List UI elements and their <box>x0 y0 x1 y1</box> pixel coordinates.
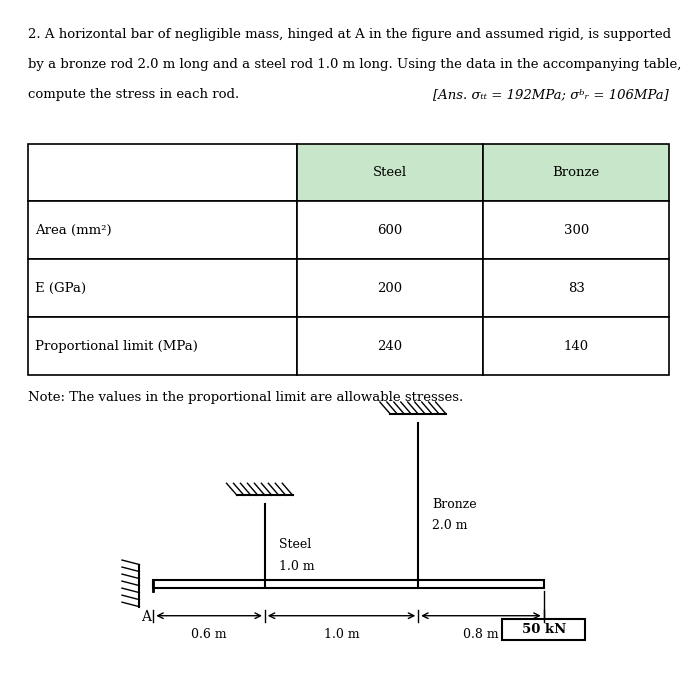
Bar <box>483 202 669 260</box>
Text: 2. A horizontal bar of negligible mass, hinged at A in the figure and assumed ri: 2. A horizontal bar of negligible mass, … <box>28 28 671 41</box>
Bar <box>297 259 483 317</box>
Text: 240: 240 <box>378 340 403 353</box>
Text: 200: 200 <box>378 282 403 295</box>
Bar <box>483 317 669 375</box>
Text: A: A <box>141 610 151 624</box>
Text: 0.8 m: 0.8 m <box>463 628 499 640</box>
Text: 50 kN: 50 kN <box>521 623 566 636</box>
Bar <box>483 144 669 202</box>
Bar <box>502 619 585 640</box>
Text: Bronze: Bronze <box>432 498 477 511</box>
Bar <box>297 144 483 202</box>
Bar <box>297 317 483 375</box>
Bar <box>483 259 669 317</box>
Text: 300: 300 <box>563 224 589 237</box>
Bar <box>28 144 297 202</box>
Text: compute the stress in each rod.: compute the stress in each rod. <box>28 88 239 101</box>
Bar <box>28 259 297 317</box>
Text: [Ans. σₜₜ = 192MPa; σᵇᵣ = 106MPa]: [Ans. σₜₜ = 192MPa; σᵇᵣ = 106MPa] <box>434 88 669 101</box>
Text: 1.0 m: 1.0 m <box>323 628 360 640</box>
Text: Area (mm²): Area (mm²) <box>35 224 112 237</box>
Text: Note: The values in the proportional limit are allowable stresses.: Note: The values in the proportional lim… <box>28 391 463 404</box>
Text: E (GPa): E (GPa) <box>35 282 86 295</box>
Text: Steel: Steel <box>373 166 407 179</box>
Text: 600: 600 <box>378 224 403 237</box>
Text: 140: 140 <box>564 340 589 353</box>
Text: 0.6 m: 0.6 m <box>191 628 227 640</box>
Text: by a bronze rod 2.0 m long and a steel rod 1.0 m long. Using the data in the acc: by a bronze rod 2.0 m long and a steel r… <box>28 58 681 71</box>
Text: Bronze: Bronze <box>553 166 599 179</box>
Bar <box>28 317 297 375</box>
Bar <box>153 580 544 588</box>
Bar <box>28 202 297 260</box>
Text: 1.0 m: 1.0 m <box>279 559 314 573</box>
Text: Proportional limit (MPa): Proportional limit (MPa) <box>35 340 198 353</box>
Text: 83: 83 <box>567 282 585 295</box>
Bar <box>297 202 483 260</box>
Text: 2.0 m: 2.0 m <box>432 519 468 532</box>
Text: Steel: Steel <box>279 538 311 552</box>
